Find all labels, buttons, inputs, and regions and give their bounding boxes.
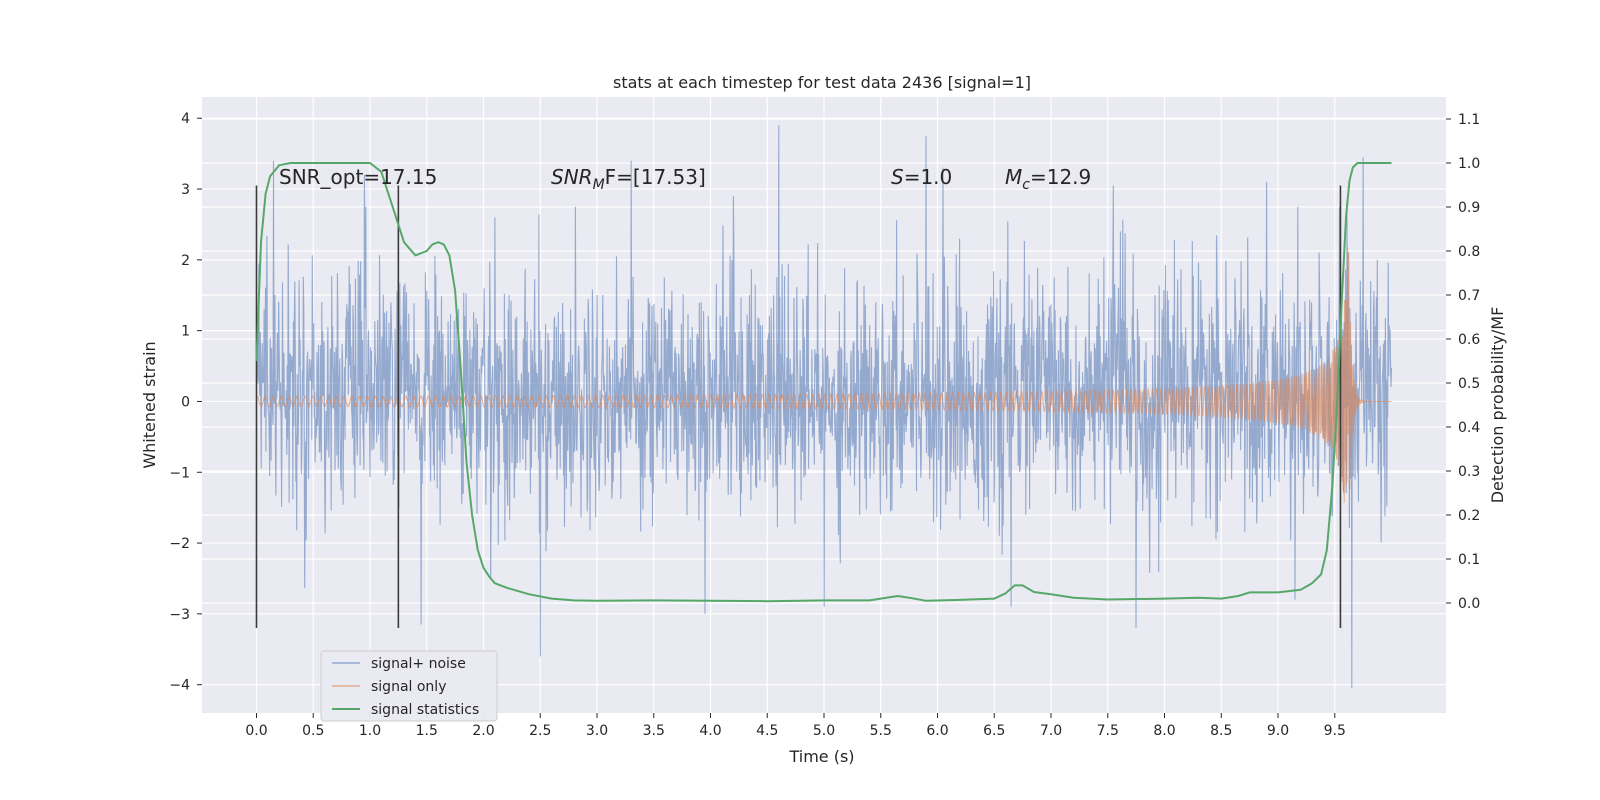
x-tick-label: 2.0	[472, 723, 494, 739]
y-right-tick-label: 1.0	[1458, 156, 1480, 172]
x-tick-label: 0.0	[245, 723, 267, 739]
x-axis-title: Time (s)	[788, 747, 854, 766]
x-tick-label: 6.0	[926, 723, 948, 739]
x-tick-label: 2.5	[529, 723, 551, 739]
legend: signal+ noise signal only signal statist…	[320, 650, 498, 722]
y-right-tick-label: 0.2	[1458, 508, 1480, 524]
annotation-mc-subscript: c	[1022, 177, 1030, 193]
y-right-tick-label: 0.5	[1458, 376, 1480, 392]
y-right-tick-label: 0.4	[1458, 420, 1480, 436]
y-right-tick-label: 0.1	[1458, 552, 1480, 568]
x-tick-label: 1.5	[416, 723, 438, 739]
y-right-tick-label: 0.7	[1458, 288, 1480, 304]
x-tick-label: 7.5	[1097, 723, 1119, 739]
legend-label-signal-only: signal only	[371, 679, 446, 695]
x-tick-label: 6.5	[983, 723, 1005, 739]
x-tick-label: 5.0	[813, 723, 835, 739]
y-right-tick-label: 0.8	[1458, 244, 1480, 260]
x-tick-label: 8.0	[1153, 723, 1175, 739]
legend-label-signal-statistics: signal statistics	[371, 702, 479, 718]
x-tick-label: 7.0	[1040, 723, 1062, 739]
annotation-snr-mf-subscript: M	[593, 177, 605, 193]
series-signal-noise	[255, 125, 1393, 689]
y-tick-label: 0	[181, 394, 190, 410]
annotation-s-value: =1.0	[904, 165, 953, 189]
y-right-tick-label: 0.3	[1458, 464, 1480, 480]
series-signal-statistics	[255, 162, 1392, 603]
x-tick-label: 4.0	[699, 723, 721, 739]
legend-box	[320, 650, 498, 722]
series-signal-only	[256, 247, 1392, 503]
annotation-mc-symbol: M	[1005, 165, 1022, 189]
chart-title: stats at each timestep for test data 243…	[613, 73, 1031, 92]
annotation-snr-mf-symbol: SNR	[551, 165, 593, 189]
y-right-axis-title: Detection probability/MF	[1488, 307, 1507, 504]
x-tick-label: 9.0	[1267, 723, 1289, 739]
annotation-s: S=1.0	[891, 165, 952, 189]
y-tick-label: 2	[181, 253, 190, 269]
annotation-mc-value: =12.9	[1030, 165, 1091, 189]
y-tick-label: −4	[169, 678, 190, 694]
y-axis-title: Whitened strain	[140, 341, 159, 468]
x-tick-label: 4.5	[756, 723, 778, 739]
y-tick-label: −3	[169, 607, 190, 623]
annotations: SNR_opt=17.15 SNRMF=[17.53] S=1.0 Mc=12.…	[279, 165, 1091, 193]
x-tick-label: 5.5	[870, 723, 892, 739]
annotation-snr-opt: SNR_opt=17.15	[279, 165, 437, 189]
x-tick-label: 3.5	[643, 723, 665, 739]
annotation-mc: Mc=12.9	[1005, 165, 1091, 193]
annotation-snr-mf: SNRMF=[17.53]	[551, 165, 706, 193]
y-right-tick-label: 0.0	[1458, 596, 1480, 612]
y-tick-label: −2	[169, 536, 190, 552]
annotation-s-symbol: S	[891, 165, 904, 189]
x-tick-label: 0.5	[302, 723, 324, 739]
series-layer	[255, 125, 1393, 689]
axes: 0.0 0.5 1.0 1.5 2.0 2.5 3.0 3.5 4.0 4.5 5.0 5.5 6.0 6…	[169, 111, 1480, 739]
y-right-tick-label: 0.6	[1458, 332, 1480, 348]
y-right-tick-label: 0.9	[1458, 200, 1480, 216]
x-tick-label: 9.5	[1324, 723, 1346, 739]
y-tick-label: 1	[181, 324, 190, 340]
x-tick-label: 1.0	[359, 723, 381, 739]
y-tick-label: −1	[169, 465, 190, 481]
legend-label-signal-noise: signal+ noise	[371, 656, 466, 672]
annotation-snr-mf-value: F=[17.53]	[605, 165, 706, 189]
x-tick-label: 8.5	[1210, 723, 1232, 739]
y-tick-label: 3	[181, 182, 190, 198]
y-tick-label: 4	[181, 111, 190, 127]
x-tick-label: 3.0	[586, 723, 608, 739]
y-right-tick-label: 1.1	[1458, 112, 1480, 128]
